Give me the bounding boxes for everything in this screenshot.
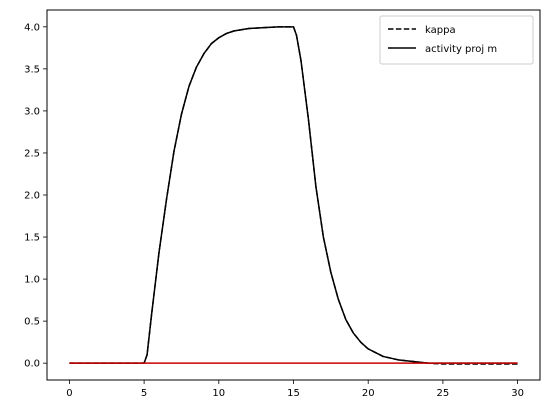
x-tick-label: 30	[511, 388, 524, 399]
y-tick-label: 3.0	[24, 106, 40, 117]
legend-box	[380, 16, 533, 64]
y-tick-label: 1.0	[24, 275, 40, 286]
y-tick-label: 0.0	[24, 359, 40, 370]
y-tick-label: 2.5	[24, 148, 40, 159]
x-tick-label: 25	[437, 388, 450, 399]
x-tick-label: 5	[141, 388, 147, 399]
y-tick-label: 0.5	[24, 317, 40, 328]
y-tick-label: 2.0	[24, 191, 40, 202]
y-tick-label: 3.5	[24, 64, 40, 75]
x-tick-label: 10	[212, 388, 225, 399]
legend-label-activity-proj-m: activity proj m	[425, 44, 497, 55]
x-tick-label: 0	[66, 388, 72, 399]
legend: kappa activity proj m	[380, 16, 533, 64]
y-tick-label: 1.5	[24, 233, 40, 244]
x-tick-label: 15	[287, 388, 300, 399]
x-tick-label: 20	[362, 388, 375, 399]
y-tick-label: 4.0	[24, 22, 40, 33]
legend-label-kappa: kappa	[425, 25, 456, 36]
